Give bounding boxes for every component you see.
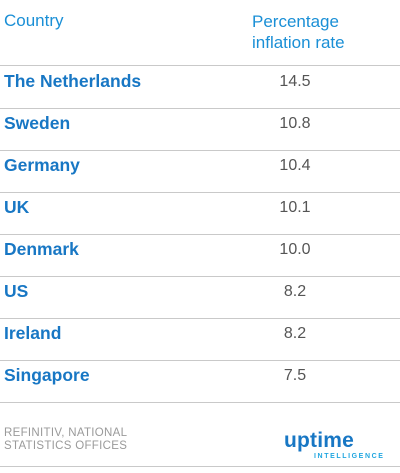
country-cell: Singapore bbox=[4, 365, 90, 385]
table-row: Ireland 8.2 bbox=[0, 319, 400, 361]
country-cell: Germany bbox=[4, 155, 80, 175]
inflation-value-cell: 8.2 bbox=[283, 325, 307, 342]
bottom-divider bbox=[0, 466, 400, 467]
country-cell: UK bbox=[4, 197, 30, 217]
table-header: Country Percentage inflation rate bbox=[0, 0, 400, 66]
country-cell: US bbox=[4, 281, 29, 301]
source-note: REFINITIV, NATIONAL STATISTICS OFFICES bbox=[4, 427, 127, 453]
inflation-value-cell: 10.4 bbox=[279, 157, 311, 174]
table-row: The Netherlands 14.5 bbox=[0, 67, 400, 109]
logo-subtitle: INTELLIGENCE bbox=[314, 453, 385, 460]
country-cell: Denmark bbox=[4, 239, 79, 259]
country-cell: Ireland bbox=[4, 323, 62, 343]
inflation-value-cell: 10.8 bbox=[279, 115, 311, 132]
source-line2: STATISTICS OFFICES bbox=[4, 440, 128, 452]
inflation-value-cell: 7.5 bbox=[283, 367, 307, 384]
table-row: Germany 10.4 bbox=[0, 151, 400, 193]
table-body: The Netherlands 14.5 Sweden 10.8 Germany… bbox=[0, 67, 400, 403]
column-header-rate-line2: inflation rate bbox=[252, 33, 345, 52]
column-header-rate-line1: Percentage bbox=[252, 12, 339, 31]
country-cell: The Netherlands bbox=[4, 71, 142, 91]
table-row: Singapore 7.5 bbox=[0, 361, 400, 403]
source-line1: REFINITIV, NATIONAL bbox=[4, 427, 128, 439]
column-header-country: Country bbox=[4, 11, 64, 30]
table-row: UK 10.1 bbox=[0, 193, 400, 235]
inflation-value-cell: 14.5 bbox=[279, 73, 311, 90]
table-row: US 8.2 bbox=[0, 277, 400, 319]
uptime-intelligence-logo: uptime INTELLIGENCE bbox=[284, 429, 394, 461]
inflation-value-cell: 8.2 bbox=[283, 283, 307, 300]
country-cell: Sweden bbox=[4, 113, 71, 133]
inflation-value-cell: 10.0 bbox=[279, 241, 311, 258]
inflation-value-cell: 10.1 bbox=[279, 199, 311, 216]
logo-wordmark: uptime bbox=[284, 429, 355, 452]
table-row: Denmark 10.0 bbox=[0, 235, 400, 277]
column-header-inflation-rate: Percentage inflation rate bbox=[252, 11, 345, 53]
table-row: Sweden 10.8 bbox=[0, 109, 400, 151]
